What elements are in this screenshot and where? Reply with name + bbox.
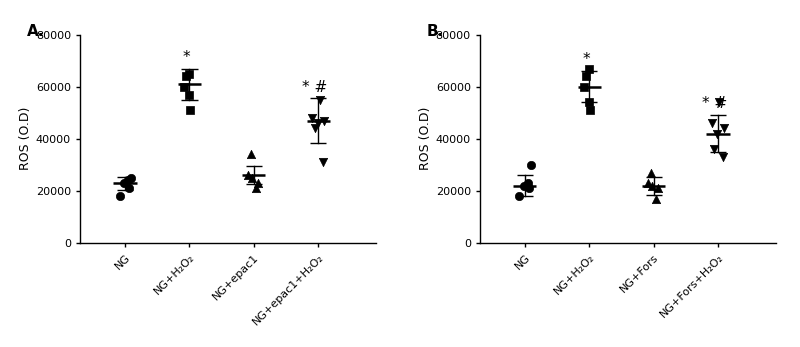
Point bbox=[125, 175, 138, 181]
Point bbox=[717, 154, 730, 160]
Point bbox=[122, 185, 135, 191]
Point bbox=[114, 193, 126, 199]
Point bbox=[522, 180, 534, 186]
Point bbox=[122, 178, 134, 183]
Point bbox=[718, 126, 730, 131]
Point bbox=[711, 131, 724, 136]
Point bbox=[306, 115, 318, 121]
Point bbox=[318, 118, 330, 124]
Point bbox=[308, 126, 321, 131]
Point bbox=[250, 185, 262, 191]
Point bbox=[713, 100, 726, 105]
Point bbox=[651, 185, 664, 191]
Point bbox=[518, 183, 530, 188]
Point bbox=[183, 71, 196, 76]
Y-axis label: ROS (O.D): ROS (O.D) bbox=[418, 107, 431, 170]
Text: * #: * # bbox=[302, 79, 328, 95]
Point bbox=[580, 74, 593, 79]
Point bbox=[311, 120, 324, 126]
Point bbox=[642, 180, 654, 186]
Text: *: * bbox=[582, 52, 590, 67]
Point bbox=[245, 152, 258, 157]
Point bbox=[583, 108, 596, 113]
Y-axis label: ROS (O.D): ROS (O.D) bbox=[18, 107, 32, 170]
Point bbox=[522, 185, 535, 191]
Point bbox=[525, 162, 538, 168]
Point bbox=[646, 183, 658, 188]
Text: B.: B. bbox=[426, 24, 444, 39]
Point bbox=[180, 74, 193, 79]
Point bbox=[583, 66, 596, 71]
Point bbox=[706, 120, 718, 126]
Point bbox=[246, 175, 258, 181]
Point bbox=[313, 97, 326, 103]
Text: * #: * # bbox=[702, 96, 727, 111]
Point bbox=[317, 160, 330, 165]
Point bbox=[183, 108, 196, 113]
Point bbox=[242, 172, 254, 178]
Point bbox=[183, 92, 196, 98]
Point bbox=[645, 170, 658, 176]
Text: *: * bbox=[182, 50, 190, 65]
Point bbox=[708, 146, 721, 152]
Point bbox=[118, 180, 130, 186]
Point bbox=[578, 84, 590, 90]
Point bbox=[650, 196, 662, 201]
Point bbox=[583, 100, 596, 105]
Text: A.: A. bbox=[26, 24, 44, 39]
Point bbox=[178, 84, 190, 90]
Point bbox=[251, 180, 264, 186]
Point bbox=[513, 193, 526, 199]
